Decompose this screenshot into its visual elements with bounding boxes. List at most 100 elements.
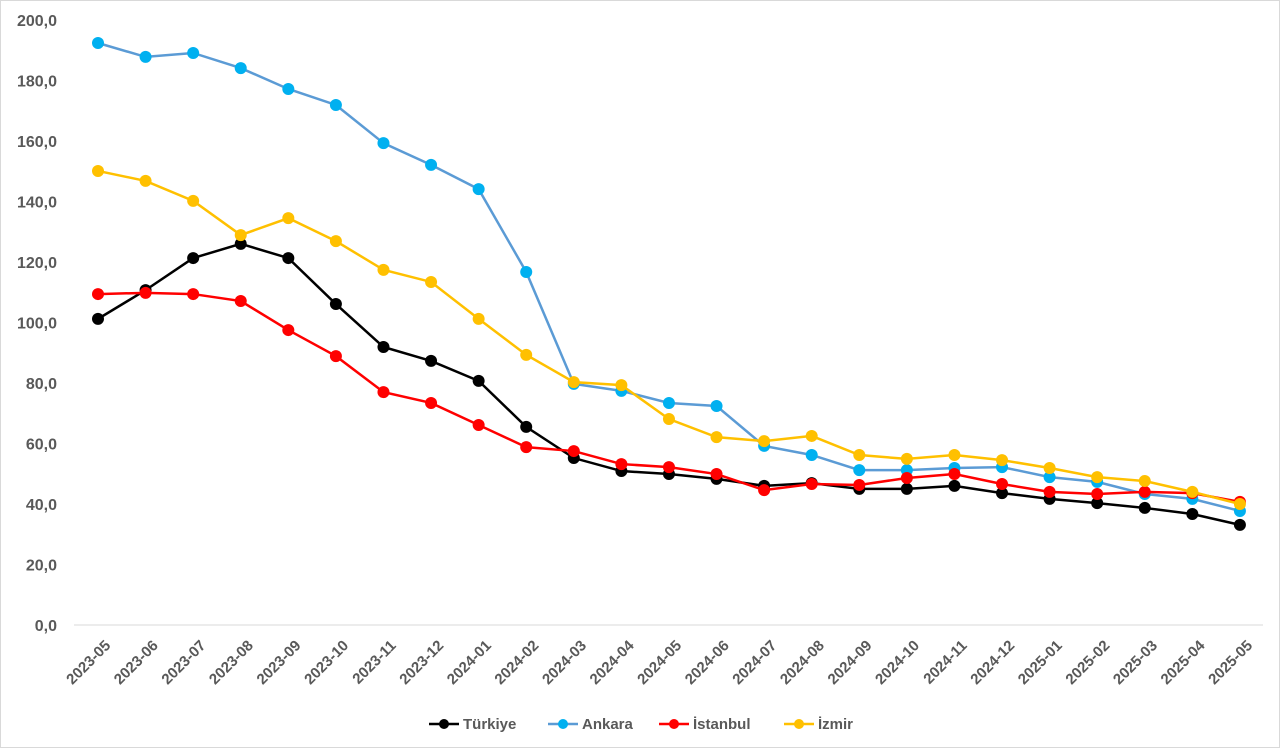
data-point: [1138, 485, 1151, 498]
data-point: [520, 348, 533, 361]
data-point: [900, 471, 913, 484]
x-tick-label: 2023-05: [63, 637, 114, 688]
data-point: [234, 295, 247, 308]
x-tick-label: 2024-04: [587, 637, 638, 688]
legend-item: İzmir: [784, 716, 853, 733]
data-point: [329, 99, 342, 112]
series-1: [92, 36, 1246, 517]
x-tick-label: 2024-06: [682, 637, 733, 688]
data-point: [520, 265, 533, 278]
data-point: [472, 312, 485, 325]
legend-item: Ankara: [548, 716, 634, 733]
data-point: [948, 448, 961, 461]
data-point: [234, 62, 247, 75]
x-tick-label: 2023-11: [349, 637, 399, 687]
data-point: [710, 399, 723, 412]
data-point: [567, 376, 580, 389]
data-point: [329, 350, 342, 363]
y-tick-label: 0,0: [35, 618, 57, 635]
y-tick-label: 200,0: [17, 13, 57, 30]
data-point: [1043, 485, 1056, 498]
x-tick-label: 2024-11: [920, 637, 970, 687]
data-point: [710, 468, 723, 481]
data-point: [377, 341, 390, 354]
data-point: [92, 288, 104, 301]
data-point: [996, 454, 1009, 467]
data-point: [1233, 498, 1246, 510]
series-line: [97, 169, 1241, 506]
data-point: [1091, 497, 1104, 510]
data-point: [662, 461, 675, 474]
data-point: [1091, 488, 1104, 501]
series-group: [92, 36, 1246, 531]
x-tick-label: 2024-07: [729, 637, 780, 688]
data-point: [1138, 501, 1151, 514]
y-tick-label: 100,0: [17, 316, 57, 333]
data-point: [996, 478, 1009, 491]
x-tick-label: 2023-07: [158, 637, 209, 688]
legend-marker: [439, 719, 449, 729]
x-tick-label: 2024-02: [491, 637, 542, 688]
data-point: [92, 36, 104, 49]
y-axis: 0,0 20,0 40,0 60,0 80,0 100,0 120,0 140,0 160,0 1…: [17, 13, 57, 635]
x-tick-label: 2024-12: [967, 637, 1018, 688]
data-point: [282, 252, 295, 265]
x-tick-label: 2024-03: [539, 637, 590, 688]
legend-label: Türkiye: [463, 716, 516, 733]
series-0: [92, 237, 1246, 531]
data-point: [520, 441, 533, 454]
data-point: [92, 312, 104, 325]
data-point: [853, 478, 866, 491]
data-point: [329, 298, 342, 311]
x-axis: 2023-052023-062023-072023-082023-092023-…: [63, 624, 1263, 688]
data-point: [805, 448, 818, 461]
y-tick-label: 80,0: [26, 376, 57, 393]
data-point: [1186, 485, 1199, 498]
series-line: [97, 242, 1241, 527]
legend-label: İstanbul: [693, 716, 751, 733]
data-point: [425, 158, 438, 171]
data-point: [377, 137, 390, 150]
data-point: [187, 288, 200, 301]
x-tick-label: 2023-12: [396, 637, 447, 688]
x-tick-label: 2023-06: [111, 637, 162, 688]
data-point: [615, 379, 628, 392]
data-point: [377, 263, 390, 276]
series-2: [92, 286, 1246, 508]
data-point: [187, 252, 200, 265]
data-point: [1233, 518, 1246, 531]
y-tick-label: 180,0: [17, 74, 57, 91]
legend-marker: [669, 719, 679, 729]
data-point: [758, 435, 771, 448]
data-point: [282, 324, 295, 337]
data-point: [853, 448, 866, 461]
data-point: [805, 478, 818, 491]
data-point: [139, 174, 152, 187]
data-point: [662, 396, 675, 409]
legend-label: İzmir: [818, 716, 853, 733]
data-point: [329, 235, 342, 248]
data-point: [377, 386, 390, 399]
x-tick-label: 2025-03: [1110, 637, 1161, 688]
x-tick-label: 2023-10: [301, 637, 352, 688]
y-tick-label: 140,0: [17, 195, 57, 212]
x-tick-label: 2025-02: [1062, 637, 1113, 688]
data-point: [234, 237, 247, 250]
x-tick-label: 2025-05: [1205, 637, 1256, 688]
data-point: [996, 487, 1009, 500]
data-point: [1138, 475, 1151, 488]
data-point: [662, 412, 675, 425]
x-tick-label: 2025-04: [1158, 637, 1209, 688]
data-point: [472, 183, 485, 196]
y-tick-label: 120,0: [17, 255, 57, 272]
legend-marker: [794, 719, 804, 729]
data-point: [758, 484, 771, 497]
data-point: [139, 286, 152, 299]
data-point: [425, 354, 438, 367]
data-point: [187, 194, 200, 207]
data-point: [1186, 507, 1199, 520]
data-point: [710, 431, 723, 444]
data-point: [948, 468, 961, 481]
data-point: [472, 374, 485, 387]
